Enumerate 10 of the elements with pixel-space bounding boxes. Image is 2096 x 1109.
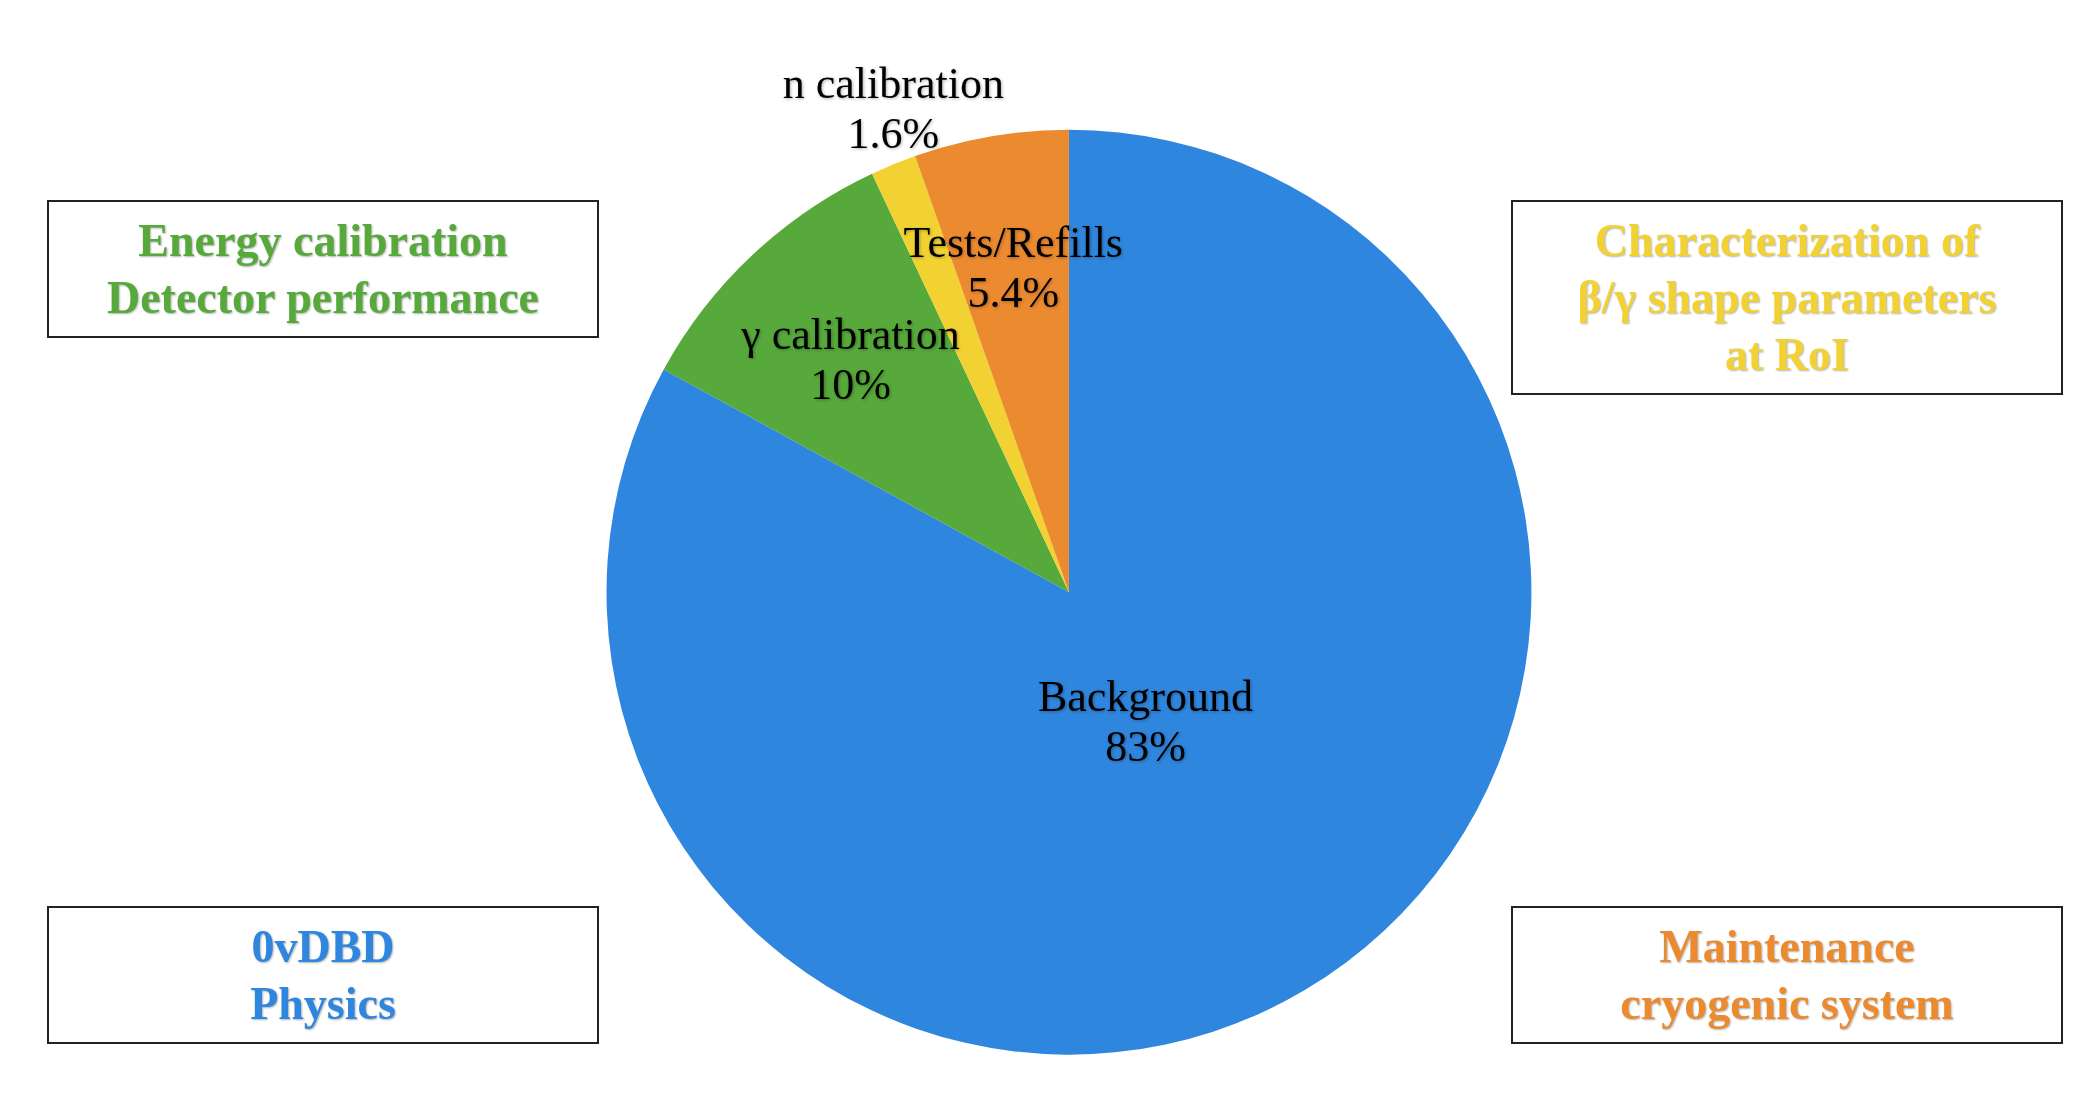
text: 0vDBD Physics	[250, 920, 396, 1031]
text: Energy calibration Detector performance	[106, 214, 540, 325]
text: Maintenance cryogenic system	[1620, 920, 1954, 1031]
text: Characterization of β/γ shape parameters at RoI	[1577, 214, 1997, 382]
data-label: 83%	[1105, 722, 1186, 772]
data-label: 1.6%	[847, 108, 940, 158]
data-label: 5.4%	[967, 267, 1060, 317]
slice-label: n calibration	[782, 58, 1004, 108]
data-label: 10%	[810, 360, 891, 410]
slice-label: Background	[1037, 672, 1253, 722]
